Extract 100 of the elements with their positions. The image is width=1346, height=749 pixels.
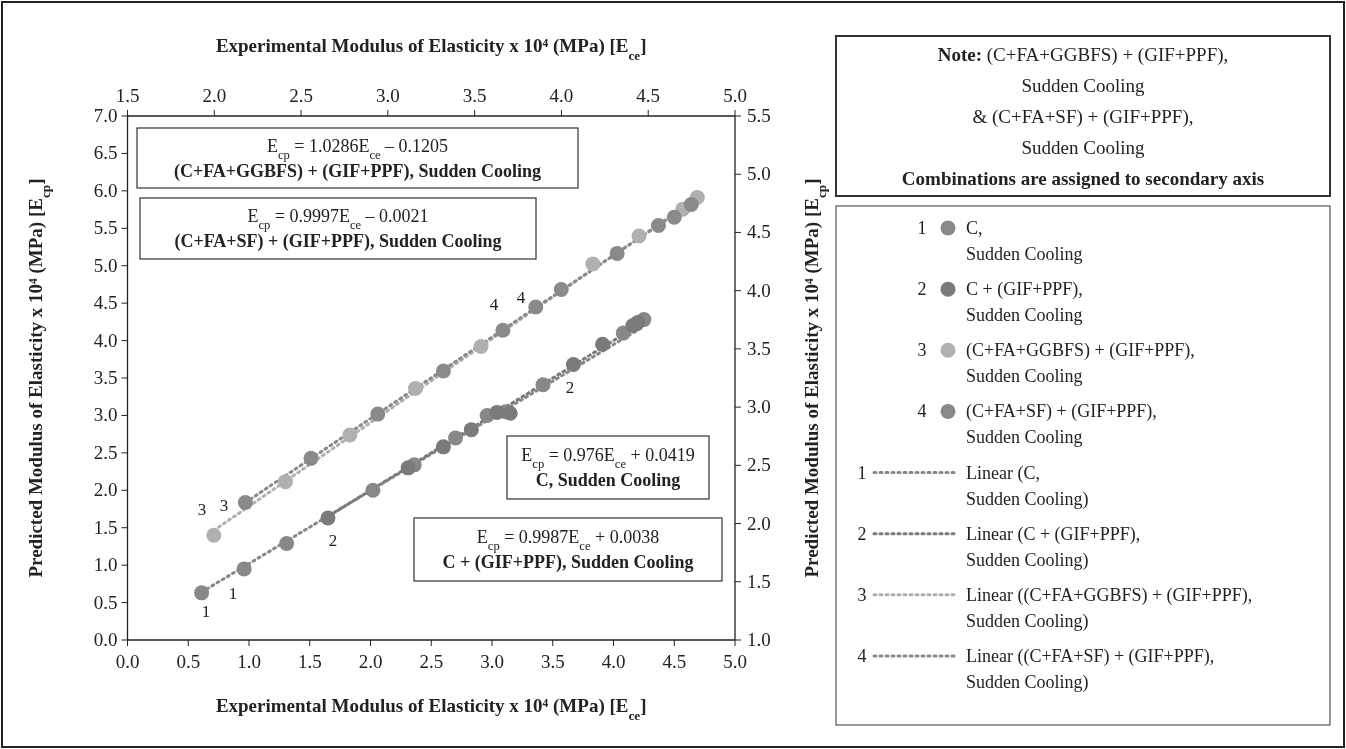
- text: 1: [857, 462, 867, 483]
- y2-tick-label: 4.0: [747, 279, 771, 301]
- x2-tick-label: 4.5: [636, 85, 661, 106]
- annotation: 4: [516, 288, 526, 307]
- y-tick-label: 2.0: [93, 479, 118, 501]
- legend-label: (C+FA+SF) + (GIF+PPF), Sudden Cooling: [966, 401, 1162, 448]
- x-tick-label: 0.0: [115, 651, 140, 672]
- y-tick-label: 2.5: [93, 441, 118, 463]
- point: [237, 495, 253, 511]
- x2-tick-label: 4.0: [549, 85, 574, 106]
- point: [666, 209, 682, 225]
- x-tick-label: 1.0: [237, 651, 261, 672]
- y-tick-label: 1.5: [93, 516, 118, 538]
- point: [236, 561, 252, 577]
- point: [585, 256, 601, 272]
- x2-tick-label: 2.0: [202, 85, 227, 106]
- x-tick-label: 5.0: [723, 651, 747, 672]
- text: 4: [857, 645, 867, 666]
- legend-label: C, Sudden Cooling: [966, 218, 1083, 264]
- legend-label: Linear (C, Sudden Cooling): [966, 462, 1089, 510]
- point: [277, 474, 293, 490]
- x-tick-label: 2.0: [358, 651, 383, 672]
- point: [279, 535, 295, 551]
- x-axis-title: Experimental Modulus of Elasticity x 10⁴ (MPa) [E$_{ce}$]: [215, 695, 647, 723]
- point: [370, 406, 386, 422]
- point: [400, 460, 416, 476]
- y-tick-label: 0.0: [93, 629, 118, 650]
- x2-tick-label: 3.5: [462, 85, 487, 106]
- point: [435, 439, 451, 455]
- x-tick-label: 3.0: [480, 651, 504, 672]
- y2-tick-label: 1.5: [747, 570, 771, 592]
- y-tick-label: 6.0: [93, 179, 118, 201]
- y-tick-label: 7.0: [93, 105, 118, 126]
- point: [320, 510, 336, 526]
- x2-tick-label: 3.0: [375, 85, 400, 106]
- text: 2: [917, 279, 927, 300]
- x-tick-label: 4.5: [662, 651, 687, 672]
- y-tick-label: 4.5: [93, 292, 118, 314]
- annotation: 1: [228, 584, 238, 603]
- point: [502, 405, 518, 421]
- point: [473, 339, 489, 355]
- y-tick-label: 0.5: [93, 591, 118, 613]
- point: [565, 357, 581, 373]
- annotation: 1: [201, 602, 211, 621]
- point: [365, 482, 381, 498]
- y2-tick-label: 4.5: [747, 221, 771, 243]
- point: [595, 336, 611, 352]
- annotation: E$_{cp}$ = 0.9987E$_{ce}$ + 0.0038 C + (GIF+PPF), Sudden Cooling: [442, 527, 694, 574]
- y-tick-label: 5.0: [93, 254, 118, 276]
- annotation: 2: [565, 378, 575, 397]
- point: [535, 377, 551, 393]
- y-tick-label: 3.5: [93, 367, 118, 388]
- annotation: E$_{cp}$ = 0.976E$_{ce}$ + 0.0419 C, Sudden Cooling: [521, 445, 695, 491]
- point: [448, 430, 464, 446]
- point: [609, 245, 625, 261]
- y2-tick-label: 2.5: [747, 454, 771, 476]
- x2-tick-label: 1.5: [115, 85, 140, 106]
- y-tick-label: 1.0: [93, 554, 118, 576]
- y2-tick-label: 3.5: [747, 337, 771, 359]
- legend-label: Linear ((C+FA+SF) + (GIF+PPF), Sudden Cooling): [966, 645, 1219, 693]
- legend-label: Linear ((C+FA+GGBFS) + (GIF+PPF), Sudden Cooling): [966, 584, 1257, 632]
- text: 3: [917, 340, 927, 361]
- x-tick-label: 4.0: [601, 651, 626, 672]
- point: [683, 197, 699, 212]
- x-tick-label: 0.5: [176, 651, 201, 672]
- text: Note: (C+FA+GGBFS) + (GIF+PPF), Sudden Cooling & (C+FA+SF) + (GIF+PPF), Sudden Cooling Combinations are assigned to secondary axis: [901, 43, 1265, 189]
- annotation: 3: [197, 500, 207, 519]
- legend-label: (C+FA+GGBFS) + (GIF+PPF), Sudden Cooling: [966, 340, 1200, 387]
- y-tick-label: 4.0: [93, 329, 118, 351]
- y2-tick-label: 1.0: [747, 629, 771, 650]
- x-tick-label: 1.5: [297, 651, 322, 672]
- point: [553, 282, 569, 297]
- point: [463, 422, 479, 438]
- y2-tick-label: 2.0: [747, 512, 771, 534]
- y2-tick-label: 3.0: [747, 396, 771, 418]
- text: 3: [857, 584, 867, 605]
- text: 1: [917, 218, 927, 238]
- annotation: 2: [328, 531, 338, 550]
- annotation: E$_{cp}$ = 1.0286E$_{ce}$ – 0.1205 (C+FA+GGBFS) + (GIF+PPF), Sudden Cooling: [173, 135, 542, 182]
- annotation: 3: [219, 496, 229, 515]
- legend-label: C + (GIF+PPF), Sudden Cooling: [966, 279, 1088, 326]
- point: [489, 404, 505, 420]
- x2-axis-title: Experimental Modulus of Elasticity x 10⁴ (MPa) [E$_{ce}$]: [215, 35, 647, 63]
- y2-tick-label: 5.0: [747, 163, 771, 185]
- x-tick-label: 3.5: [540, 651, 565, 672]
- point: [435, 363, 451, 379]
- y-tick-label: 3.0: [93, 404, 118, 426]
- point: [630, 315, 646, 331]
- point: [495, 322, 511, 338]
- x-tick-label: 2.5: [419, 651, 444, 672]
- text: 4: [917, 401, 927, 422]
- y-tick-label: 5.5: [93, 217, 118, 239]
- point: [650, 217, 666, 233]
- point: [407, 380, 423, 396]
- annotation: 4: [489, 295, 499, 314]
- text: 2: [857, 523, 867, 544]
- point: [206, 527, 222, 543]
- legend-label: Linear (C + (GIF+PPF), Sudden Cooling): [966, 523, 1145, 571]
- y2-tick-label: 5.5: [747, 105, 771, 126]
- x2-tick-label: 5.0: [723, 85, 747, 106]
